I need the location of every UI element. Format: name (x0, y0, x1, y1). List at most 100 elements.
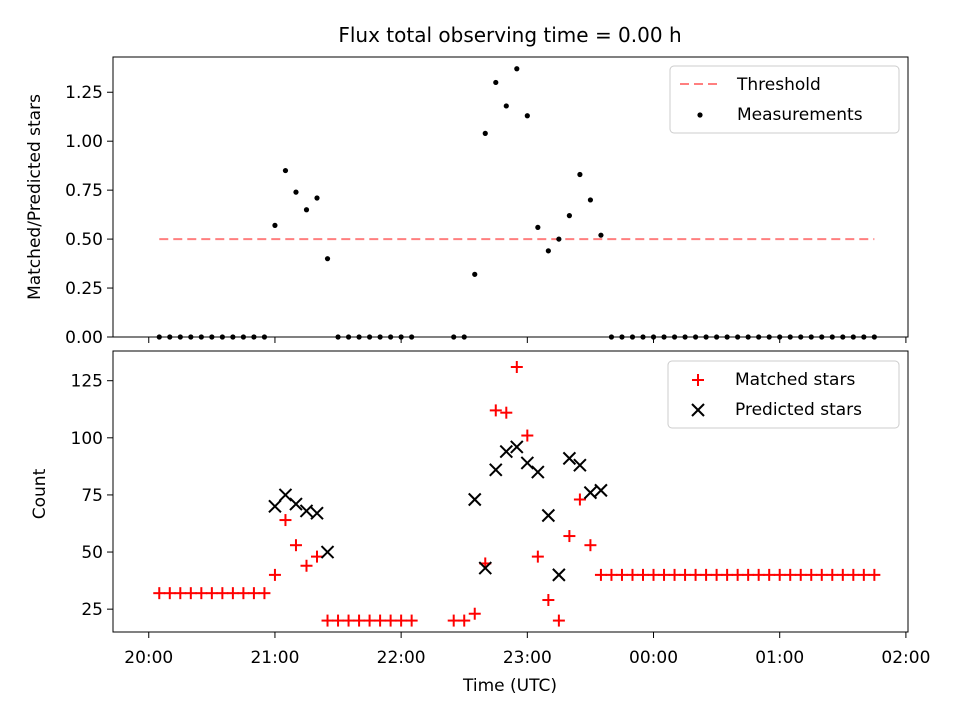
measurement-point (514, 66, 520, 72)
measurement-point (472, 271, 478, 277)
measurement-point (650, 334, 657, 340)
matched-star-point (689, 568, 702, 581)
measurement-point (724, 334, 730, 340)
matched-star-point (542, 594, 555, 607)
predicted-star-point (478, 561, 492, 575)
predicted-star-point (468, 492, 482, 507)
matched-star-point (311, 550, 324, 563)
matched-star-point (573, 493, 586, 506)
measurement-point (840, 334, 846, 340)
x-tick-label: 20:00 (124, 648, 173, 668)
measurement-point (819, 334, 825, 340)
measurement-point (198, 334, 204, 340)
measurement-point (293, 189, 299, 195)
top-y-ticks: 0.00 0.25 0.50 0.75 1.00 1.25 (65, 83, 113, 348)
measurement-point (703, 334, 709, 340)
matched-star-point (289, 539, 302, 552)
measurement-point (272, 222, 278, 228)
matched-star-point (300, 559, 313, 572)
matched-star-point (500, 406, 513, 419)
matched-star-point (563, 530, 576, 543)
x-tick-label: 23:00 (503, 648, 552, 668)
bottom-x-ticks: 20:00 21:00 22:00 23:00 00:00 01:00 02:00 (124, 632, 930, 668)
matched-star-point (615, 568, 628, 581)
matched-star-point (836, 568, 849, 581)
matched-star-point (668, 568, 681, 581)
matched-star-point (247, 587, 260, 600)
matched-star-point (742, 568, 755, 581)
measurement-point (261, 334, 268, 340)
measurement-point (324, 256, 331, 262)
matched-star-point (763, 568, 776, 581)
legend-measurements-label: Measurements (737, 105, 863, 125)
matched-star-point (163, 587, 176, 600)
bottom-y-tick-label: 100 (71, 429, 103, 449)
measurement-point (671, 334, 678, 340)
matched-star-point (395, 614, 408, 627)
measurement-point (461, 334, 467, 340)
measurement-point (861, 334, 867, 340)
predicted-star-point (310, 506, 324, 520)
bottom-y-axis-label: Count (30, 468, 50, 519)
count-points (153, 360, 881, 627)
measurement-point (608, 334, 615, 340)
measurement-point (577, 171, 583, 178)
measurement-point (356, 334, 362, 340)
matched-star-point (605, 568, 618, 581)
matched-star-point (805, 568, 818, 581)
x-tick-label: 02:00 (881, 648, 930, 668)
measurement-point (251, 334, 257, 340)
measurement-point (629, 334, 636, 340)
matched-star-point (195, 587, 208, 600)
matched-star-point (374, 614, 387, 627)
legend-matched-label: Matched stars (735, 370, 855, 390)
measurement-point (714, 334, 720, 340)
matched-star-point (647, 568, 660, 581)
top-legend-box (669, 65, 900, 134)
matched-star-point (626, 568, 639, 581)
measurement-point (640, 334, 646, 340)
predicted-star-point (299, 504, 314, 518)
measurement-point (451, 334, 457, 340)
top-y-tick-label: 0.75 (65, 181, 103, 201)
measurement-point (156, 334, 162, 340)
measurement-point (850, 334, 856, 340)
measurement-point (314, 195, 320, 201)
matched-star-point (447, 614, 460, 627)
matched-star-point (510, 360, 523, 373)
measurement-point (787, 334, 793, 340)
top-panel: Flux total observing time = 0.00 h Match… (25, 23, 909, 348)
x-tick-label: 00:00 (629, 648, 678, 668)
measurement-point (482, 130, 488, 136)
matched-star-point (868, 568, 881, 581)
predicted-star-point (552, 568, 566, 582)
measurement-point (735, 334, 741, 340)
measurement-point (188, 334, 194, 340)
legend-predicted-marker (691, 403, 705, 417)
measurement-point (282, 167, 289, 174)
measurement-point (409, 334, 415, 340)
measurement-point (219, 334, 225, 340)
measurement-point (566, 213, 572, 219)
predicted-star-point (499, 444, 514, 459)
measurement-point (871, 334, 877, 340)
measurement-point (545, 248, 551, 254)
matched-star-point (531, 550, 544, 563)
measurement-point (177, 334, 183, 340)
top-y-tick-label: 1.25 (65, 83, 103, 103)
chart-title: Flux total observing time = 0.00 h (338, 23, 681, 47)
measurement-point (682, 334, 688, 340)
matched-star-point (258, 587, 271, 600)
bottom-y-tick-label: 50 (81, 543, 103, 563)
predicted-star-point (510, 440, 524, 454)
top-y-tick-label: 0.25 (65, 279, 103, 299)
measurement-point (377, 334, 383, 340)
bottom-legend-box (667, 360, 900, 429)
matched-star-point (342, 614, 355, 627)
matched-star-point (321, 614, 334, 627)
matched-star-point (784, 568, 797, 581)
measurement-point (398, 334, 404, 340)
measurement-point (388, 334, 394, 340)
measurement-point (240, 334, 246, 340)
measurement-point (798, 334, 804, 340)
